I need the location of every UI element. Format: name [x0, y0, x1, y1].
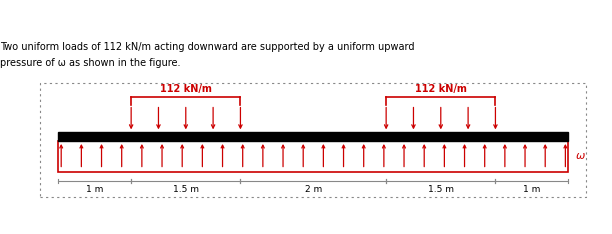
Text: pressure of ω as shown in the figure.: pressure of ω as shown in the figure.: [0, 58, 181, 68]
Text: 112 kN/m: 112 kN/m: [160, 84, 212, 94]
Text: 1 m: 1 m: [86, 186, 103, 194]
Bar: [58, 141, 569, 172]
Text: Two uniform loads of 112 kN/m acting downward are supported by a uniform upward: Two uniform loads of 112 kN/m acting dow…: [0, 42, 414, 52]
Text: 112 kN/m: 112 kN/m: [415, 84, 467, 94]
Bar: [58, 132, 569, 141]
Text: 1 m: 1 m: [523, 186, 540, 194]
Text: ω: ω: [575, 151, 585, 161]
Text: 1.5 m: 1.5 m: [428, 186, 453, 194]
Text: 1.5 m: 1.5 m: [173, 186, 199, 194]
Text: 2 m: 2 m: [305, 186, 322, 194]
Bar: [40, 83, 586, 197]
